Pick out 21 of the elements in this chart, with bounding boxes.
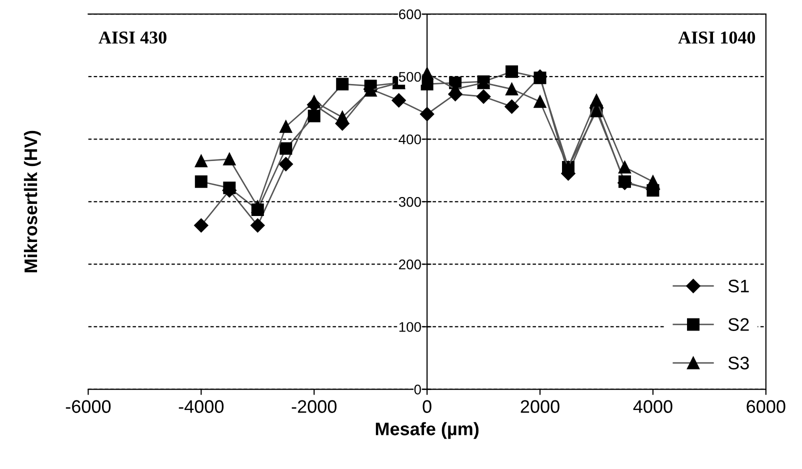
y-tick-label: 300 [398,197,421,207]
y-tick-label: 400 [398,134,421,144]
legend-label: S3 [728,356,749,370]
x-tick-label: -4000 [178,400,224,413]
annotation: AISI 430 [98,31,166,44]
y-tick-label: 100 [399,322,421,332]
legend-label: S2 [728,318,749,331]
y-axis-title: Mikrosertlik (HV) [24,130,41,272]
x-axis-title: Mesafe (µm) [376,422,479,439]
annotation: AISI 1040 [678,31,756,44]
x-tick-label: 0 [422,400,432,413]
y-tick-label: 500 [398,72,421,82]
legend-label: S1 [728,280,749,292]
y-tick-label: 200 [399,260,421,270]
x-tick-label: -6000 [66,400,111,413]
y-tick-label: 0 [414,384,421,394]
y-tick-label: 600 [399,9,421,20]
x-tick-label: -2000 [292,400,336,413]
x-tick-label: 2000 [520,400,560,413]
x-tick-label: 6000 [746,400,786,413]
x-tick-label: 4000 [633,400,672,413]
